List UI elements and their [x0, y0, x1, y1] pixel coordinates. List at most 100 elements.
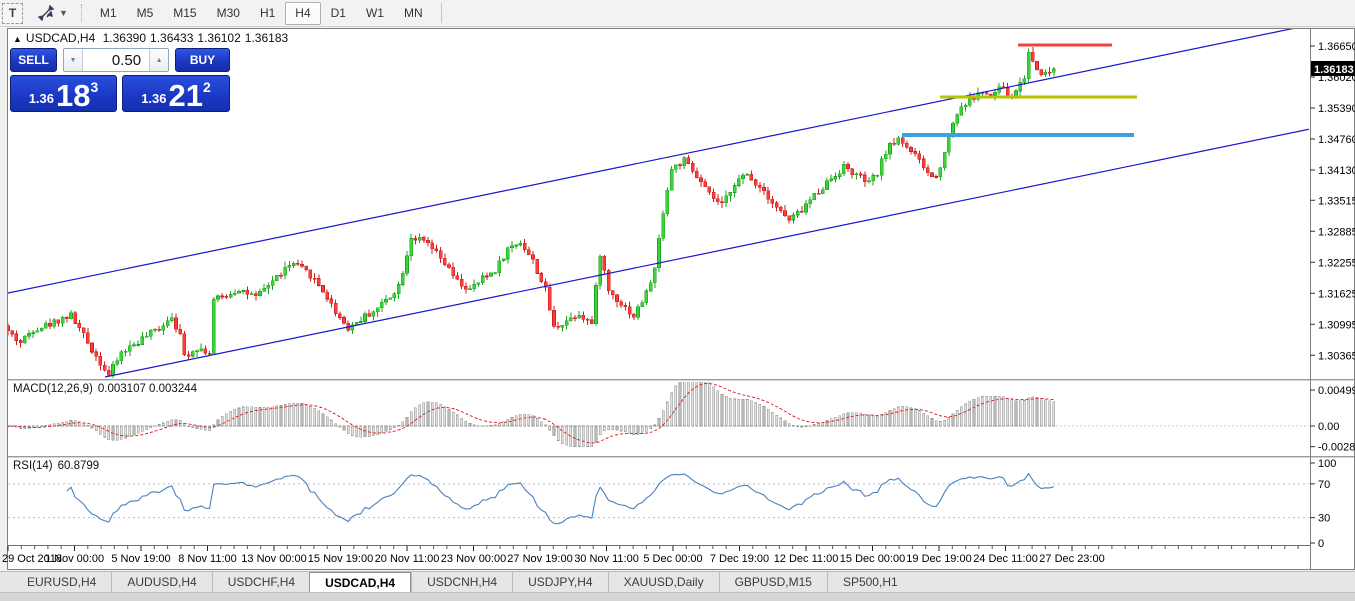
- dropdown-caret-icon: ▼: [59, 8, 68, 18]
- rsi-indicator-label: RSI(14) 60.8799: [13, 460, 104, 472]
- sell-price-pips: 18: [56, 78, 91, 114]
- macd-indicator-label: MACD(12,26,9) 0.003107 0.003244: [13, 383, 202, 395]
- buy-price-prefix: 1.36: [141, 91, 167, 106]
- svg-text:1.34760: 1.34760: [1318, 134, 1355, 146]
- svg-text:5 Dec 00:00: 5 Dec 00:00: [643, 553, 702, 565]
- buy-price-point: 2: [203, 79, 211, 95]
- chart-tab-gbpusd-m15[interactable]: GBPUSD,M15: [718, 572, 827, 592]
- rsi-indicator: [8, 472, 1309, 525]
- timeframe-button-h1[interactable]: H1: [259, 6, 276, 20]
- volume-decrease-button[interactable]: ▼: [64, 49, 84, 71]
- svg-text:0.00: 0.00: [1318, 421, 1339, 433]
- candles: [8, 46, 1056, 378]
- rsi-title: RSI(14): [13, 460, 53, 472]
- ohlc-low: 1.36102: [197, 31, 241, 45]
- sell-price-tile[interactable]: 1.36 18 3: [10, 75, 117, 112]
- svg-text:8 Nov 11:00: 8 Nov 11:00: [178, 553, 237, 565]
- timeframe-buttons: M1 M5 M15 M30 H1 H4 D1 W1 MN: [90, 1, 433, 25]
- rsi-value: 60.8799: [57, 460, 100, 472]
- toolbar-separator: [440, 3, 442, 23]
- diagonal-arrows-icon: [38, 5, 54, 21]
- horizontal-lines[interactable]: [902, 43, 1137, 138]
- toolbar-grip: [80, 4, 82, 22]
- svg-text:100: 100: [1318, 458, 1336, 470]
- timeframe-button-m5[interactable]: M5: [136, 6, 154, 20]
- price-axis[interactable]: 1.366501.360201.353901.347601.341301.335…: [1310, 41, 1355, 550]
- svg-text:1 Nov 00:00: 1 Nov 00:00: [45, 553, 104, 565]
- sell-button[interactable]: SELL: [10, 48, 58, 72]
- svg-text:23 Nov 00:00: 23 Nov 00:00: [441, 553, 506, 565]
- text-tool-button[interactable]: T: [2, 2, 23, 24]
- svg-text:0: 0: [1318, 538, 1324, 550]
- sell-price-prefix: 1.36: [28, 91, 55, 106]
- svg-text:27 Dec 23:00: 27 Dec 23:00: [1039, 553, 1104, 565]
- svg-text:12 Dec 11:00: 12 Dec 11:00: [774, 553, 839, 565]
- sell-price-point: 3: [90, 79, 99, 95]
- svg-text:29 Oct 2018: 29 Oct 2018: [2, 553, 62, 565]
- chart-tab-audusd-h4[interactable]: AUDUSD,H4: [111, 572, 211, 592]
- svg-text:1.30995: 1.30995: [1318, 319, 1355, 331]
- chart-tab-xauusd-daily[interactable]: XAUUSD,Daily: [607, 572, 719, 592]
- timeframe-button-h4[interactable]: H4: [285, 1, 321, 25]
- symbol-name: USDCAD,H4: [25, 31, 96, 45]
- volume-stepper: ▼ 0.50 ▲: [63, 48, 170, 72]
- one-click-trading-widget: SELL ▼ 0.50 ▲ BUY 1.36 18 3 1.36 21 2: [10, 48, 230, 112]
- timeframe-button-m30[interactable]: M30: [216, 6, 240, 20]
- macd-indicator: [8, 382, 1309, 448]
- chart-symbol-title: ▲ USDCAD,H4 1.36390 1.36433 1.36102 1.36183: [13, 31, 292, 45]
- panel-frames: [7, 28, 1355, 570]
- svg-text:19 Dec 19:00: 19 Dec 19:00: [906, 553, 971, 565]
- timeframe-button-d1[interactable]: D1: [330, 6, 346, 20]
- buy-price-tile[interactable]: 1.36 21 2: [122, 75, 230, 112]
- macd-values: 0.003107 0.003244: [97, 383, 198, 395]
- chart-tab-usdcnh-h4[interactable]: USDCNH,H4: [411, 572, 512, 592]
- svg-text:1.32885: 1.32885: [1318, 226, 1355, 238]
- svg-text:1.32255: 1.32255: [1318, 257, 1355, 269]
- timeframe-button-m15[interactable]: M15: [173, 6, 197, 20]
- ohlc-open: 1.36390: [102, 31, 147, 45]
- volume-input[interactable]: 0.50: [83, 49, 150, 71]
- svg-text:7 Dec 19:00: 7 Dec 19:00: [710, 553, 769, 565]
- toolbar: T ▼ M1 M5 M15 M30 H1 H4 D1 W1 MN: [0, 0, 1355, 27]
- svg-text:13 Nov 00:00: 13 Nov 00:00: [241, 553, 306, 565]
- svg-text:15 Nov 19:00: 15 Nov 19:00: [308, 553, 373, 565]
- svg-text:20 Nov 11:00: 20 Nov 11:00: [375, 553, 440, 565]
- timeframe-button-w1[interactable]: W1: [365, 6, 384, 20]
- ohlc-high: 1.36433: [150, 31, 194, 45]
- svg-text:5 Nov 19:00: 5 Nov 19:00: [111, 553, 170, 565]
- svg-text:30: 30: [1318, 513, 1330, 525]
- svg-text:27 Nov 19:00: 27 Nov 19:00: [507, 553, 572, 565]
- svg-text:30 Nov 11:00: 30 Nov 11:00: [574, 553, 639, 565]
- svg-text:1.35390: 1.35390: [1318, 103, 1355, 115]
- buy-button[interactable]: BUY: [175, 48, 230, 72]
- svg-text:15 Dec 00:00: 15 Dec 00:00: [840, 553, 905, 565]
- trendlines[interactable]: [8, 25, 1310, 378]
- svg-text:1.31625: 1.31625: [1318, 288, 1355, 300]
- chart-tab-usdcad-h4[interactable]: USDCAD,H4: [309, 572, 412, 592]
- chart-tab-usdchf-h4[interactable]: USDCHF,H4: [211, 572, 310, 592]
- macd-title: MACD(12,26,9): [13, 383, 93, 395]
- status-bar: [0, 592, 1355, 601]
- chart-tab-sp500-h1[interactable]: SP500,H1: [826, 572, 913, 592]
- volume-increase-button[interactable]: ▲: [149, 49, 169, 71]
- svg-text:-0.002868: -0.002868: [1318, 442, 1355, 454]
- timeframe-button-mn[interactable]: MN: [403, 6, 423, 20]
- svg-text:70: 70: [1318, 479, 1330, 491]
- svg-text:1.36183: 1.36183: [1314, 64, 1354, 76]
- svg-text:1.30365: 1.30365: [1318, 350, 1355, 362]
- svg-text:1.34130: 1.34130: [1318, 165, 1355, 177]
- chart-tab-eurusd-h4[interactable]: EURUSD,H4: [27, 575, 97, 589]
- timeframe-button-m1[interactable]: M1: [99, 6, 117, 20]
- chart-tools-button[interactable]: ▼: [35, 3, 71, 23]
- ohlc-close: 1.36183: [244, 31, 289, 45]
- svg-text:1.36650: 1.36650: [1318, 41, 1355, 53]
- collapse-triangle-icon: ▲: [13, 34, 22, 44]
- svg-text:0.004999: 0.004999: [1318, 385, 1355, 397]
- svg-text:24 Dec 11:00: 24 Dec 11:00: [973, 553, 1038, 565]
- buy-price-pips: 21: [168, 78, 203, 114]
- svg-text:1.33515: 1.33515: [1318, 195, 1355, 207]
- chart-tab-usdjpy-h4[interactable]: USDJPY,H4: [512, 572, 607, 592]
